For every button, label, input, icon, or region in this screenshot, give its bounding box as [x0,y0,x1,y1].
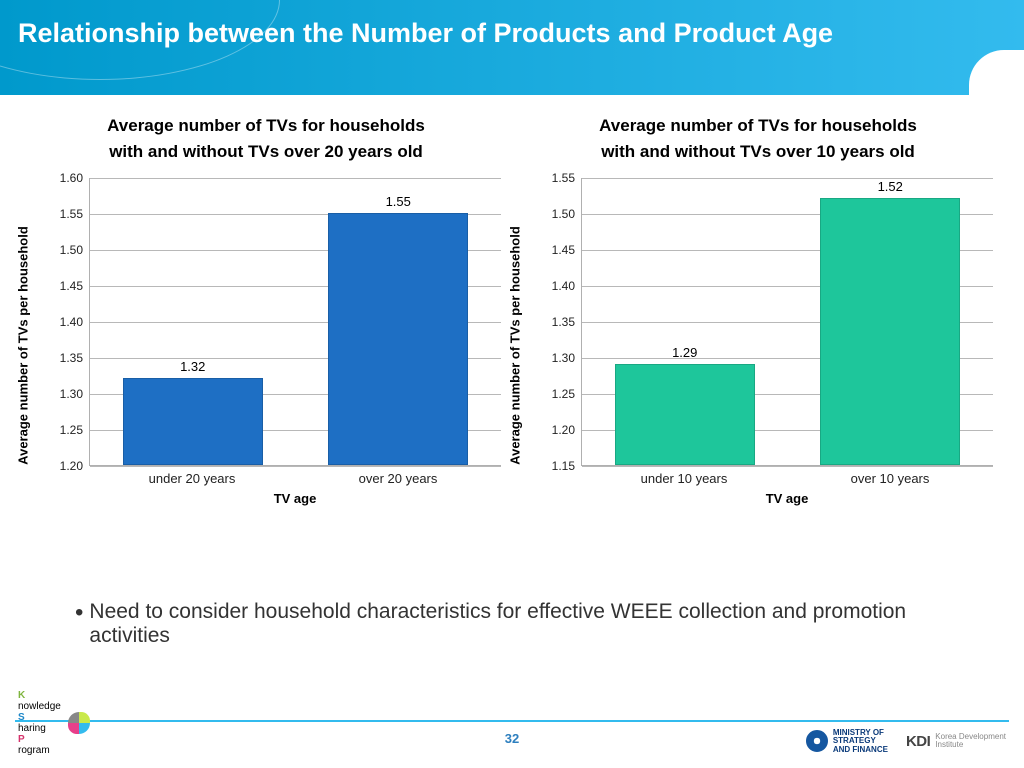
ministry-line3: AND FINANCE [833,746,888,754]
chart-left-yaxis-label: Average number of TVs per household [16,226,31,465]
ksp-text: Knowledge Sharing Program [18,690,61,756]
y-tick: 1.45 [552,243,575,257]
chart-right-title-line2: with and without TVs over 10 years old [601,142,915,161]
bar-value-label: 1.52 [821,179,959,194]
chart-right-yaxis-label: Average number of TVs per household [508,226,523,465]
bullet-section: • Need to consider household characteris… [75,600,959,648]
page-title: Relationship between the Number of Produ… [18,18,833,49]
y-tick: 1.15 [552,459,575,473]
ministry-seal-icon [806,730,828,752]
chart-left-xcat-0: under 20 years [149,471,236,486]
bar-value-label: 1.29 [616,345,754,360]
gridline [582,466,993,467]
y-tick: 1.40 [552,279,575,293]
y-tick: 1.20 [60,459,83,473]
bar-value-label: 1.55 [329,194,467,209]
ksp-sharing: haring [18,723,61,734]
ksp-p: P [18,734,25,745]
chart-right-plotwrap: 1.291.52 under 10 years over 10 years TV… [581,178,993,498]
chart-right-yticks: 1.151.201.251.301.351.401.451.501.55 [523,178,581,498]
chart-right-title: Average number of TVs for households wit… [523,113,993,166]
ministry-logo: MINISTRY OF STRATEGY AND FINANCE [806,729,888,754]
y-tick: 1.55 [552,171,575,185]
chart-left-frame: Average number of TVs per household 1.20… [31,178,501,498]
y-tick: 1.45 [60,279,83,293]
chart-right: Average number of TVs for households wit… [523,113,993,498]
chart-left-title-line2: with and without TVs over 20 years old [109,142,423,161]
chart-right-xcat-1: over 10 years [851,471,930,486]
ksp-knowledge: nowledge [18,701,61,712]
bar: 1.52 [820,198,960,464]
gridline [90,466,501,467]
chart-left: Average number of TVs for households wit… [31,113,501,498]
ksp-icon [68,712,90,734]
y-tick: 1.35 [552,315,575,329]
chart-left-plotwrap: 1.321.55 under 20 years over 20 years TV… [89,178,501,498]
header-corner-cut [969,50,1024,95]
chart-right-title-line1: Average number of TVs for households [599,116,917,135]
chart-right-xaxis-label: TV age [766,491,809,506]
y-tick: 1.25 [60,423,83,437]
ksp-program: rogram [18,745,61,756]
chart-left-title-line1: Average number of TVs for households [107,116,425,135]
y-tick: 1.30 [60,387,83,401]
y-tick: 1.60 [60,171,83,185]
y-tick: 1.30 [552,351,575,365]
footer-divider [15,720,1009,722]
footer-left-logo: Knowledge Sharing Program [18,690,90,756]
gridline [90,178,501,179]
kdi-logo-block: KDI Korea Development Institute [906,733,1006,750]
slide-header: Relationship between the Number of Produ… [0,0,1024,95]
bullet-icon: • [75,600,83,626]
ksp-s: S [18,712,25,723]
chart-right-frame: Average number of TVs per household 1.15… [523,178,993,498]
charts-row: Average number of TVs for households wit… [0,95,1024,498]
page-number: 32 [505,731,519,746]
y-tick: 1.20 [552,423,575,437]
y-tick: 1.50 [60,243,83,257]
bar-value-label: 1.32 [124,359,262,374]
chart-right-xcat-0: under 10 years [641,471,728,486]
bar: 1.55 [328,213,468,465]
footer-right-logos: MINISTRY OF STRATEGY AND FINANCE KDI Kor… [806,729,1006,754]
kdi-logo-text: KDI [906,734,930,750]
chart-right-plot: 1.29 1.52 [581,178,993,466]
chart-left-plot: 1.32 1.55 [89,178,501,466]
y-tick: 1.35 [60,351,83,365]
y-tick: 1.55 [60,207,83,221]
chart-left-yticks: 1.201.251.301.351.401.451.501.551.60 [31,178,89,498]
y-tick: 1.40 [60,315,83,329]
bar: 1.32 [123,378,263,464]
chart-left-xcat-1: over 20 years [359,471,438,486]
y-tick: 1.25 [552,387,575,401]
bullet-text: Need to consider household characteristi… [89,600,959,648]
y-tick: 1.50 [552,207,575,221]
bar: 1.29 [615,364,755,465]
ksp-k: K [18,690,25,701]
chart-left-title: Average number of TVs for households wit… [31,113,501,166]
chart-left-xaxis-label: TV age [274,491,317,506]
kdi-line2: Institute [935,741,1006,749]
